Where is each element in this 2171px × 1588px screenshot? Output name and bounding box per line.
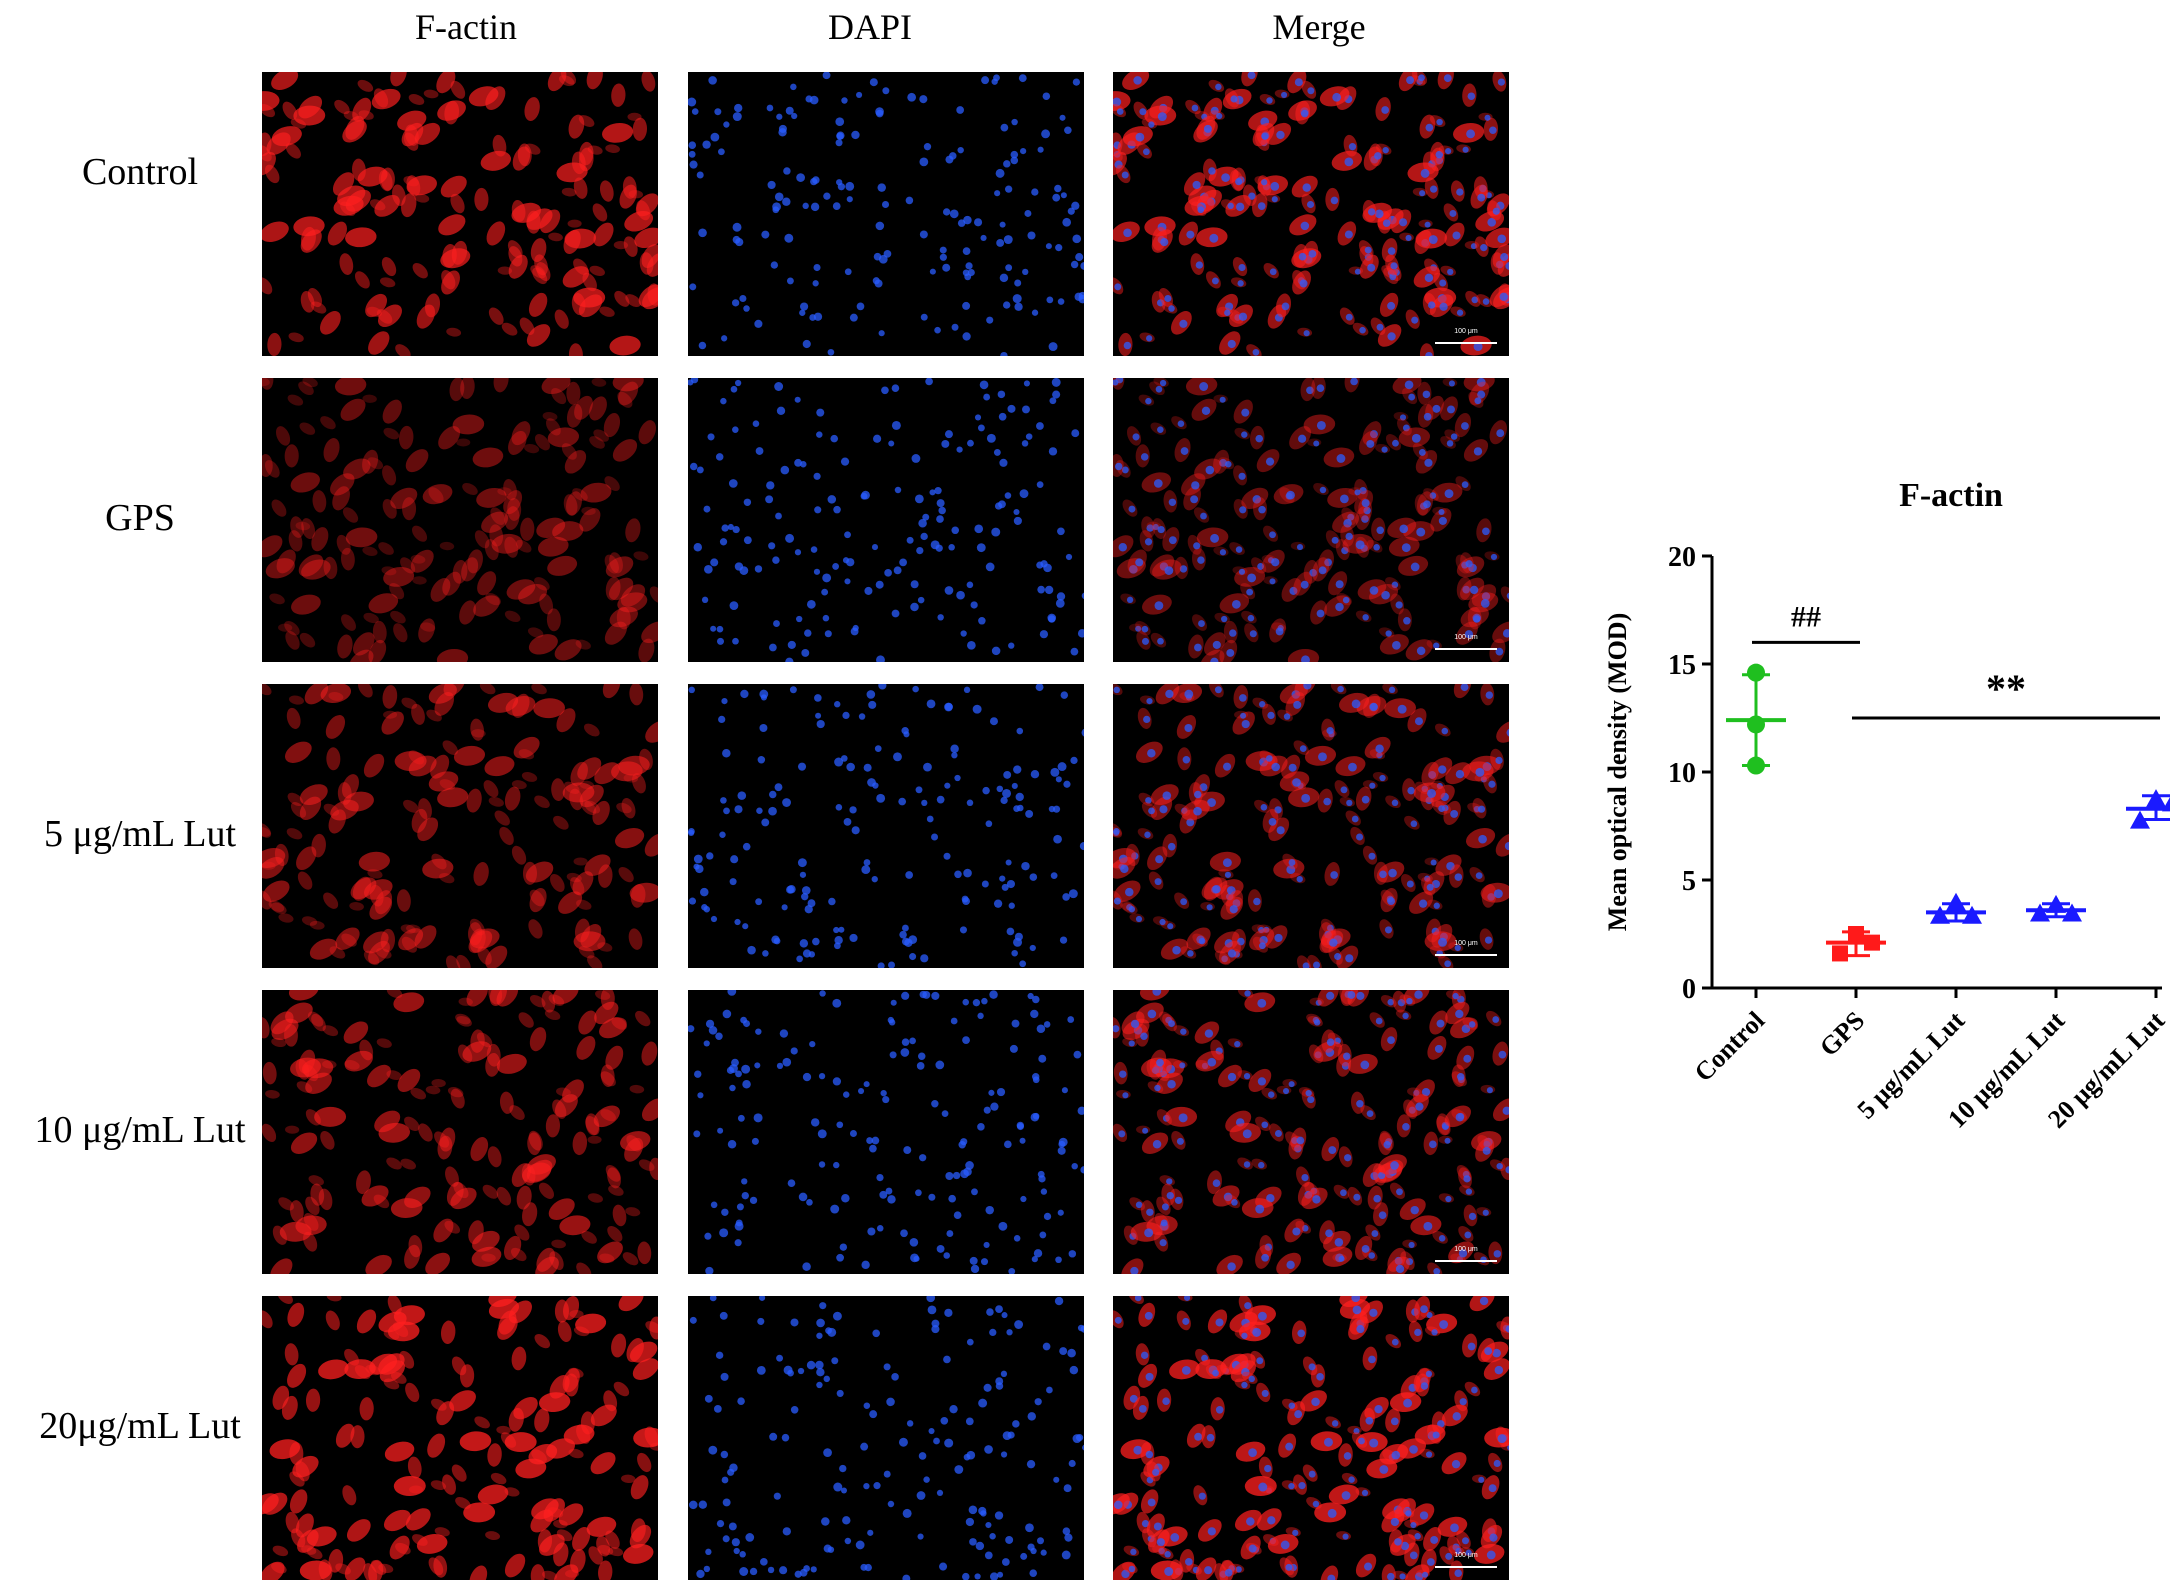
micrograph-merge-control: 100 μm (1113, 72, 1509, 356)
scale-bar-label: 100 μm (1454, 634, 1478, 641)
data-point (1946, 892, 1966, 911)
micrograph-factin-5-lut (262, 684, 658, 968)
y-tick-label: 15 (1668, 650, 1696, 681)
data-point (1747, 756, 1765, 775)
data-point (1747, 663, 1765, 682)
data-point (1962, 905, 1982, 924)
y-tick-label: 20 (1668, 542, 1696, 573)
micrograph-merge-10-lut: 100 μm (1113, 990, 1509, 1274)
scale-bar-label: 100 μm (1454, 1246, 1478, 1253)
row-label-10-lut: 10 μg/mL Lut (34, 1109, 246, 1151)
data-point (1848, 926, 1864, 942)
x-tick-label: Control (1689, 1006, 1770, 1087)
x-tick-label: GPS (1814, 1006, 1870, 1062)
data-point (2046, 894, 2066, 913)
micrograph-factin-gps (262, 378, 658, 662)
scale-bar: 100 μm (1435, 1246, 1497, 1262)
data-point (2130, 810, 2150, 829)
micrograph-merge-5-lut: 100 μm (1113, 684, 1509, 968)
micrograph-factin-control (262, 72, 658, 356)
micrograph-dapi-10-lut (688, 990, 1084, 1274)
scale-bar: 100 μm (1435, 634, 1497, 650)
micrograph-merge-gps: 100 μm (1113, 378, 1509, 662)
significance-label: ** (1986, 666, 2026, 711)
scale-bar-label: 100 μm (1454, 1552, 1478, 1559)
chart-title: F-actin (1899, 477, 2003, 514)
y-tick-label: 10 (1668, 758, 1696, 789)
data-point (2062, 903, 2082, 922)
data-point (2146, 789, 2166, 808)
y-tick-label: 5 (1682, 866, 1696, 897)
data-point (1930, 905, 1950, 924)
factin-mod-chart: F-actin Mean optical density (MOD) 0 5 10 15 2… (1603, 477, 2170, 1134)
row-label-20-lut: 20μg/mL Lut (39, 1405, 241, 1447)
micrograph-factin-10-lut (262, 990, 658, 1274)
micrograph-dapi-control (688, 72, 1084, 356)
data-point (2030, 903, 2050, 922)
scale-bar-label: 100 μm (1454, 940, 1478, 947)
micrograph-merge-20-lut: 100 μm (1113, 1296, 1509, 1580)
scale-bar: 100 μm (1435, 328, 1497, 344)
micrograph-dapi-5-lut (688, 684, 1084, 968)
scale-bar: 100 μm (1435, 940, 1497, 956)
row-label-control: Control (81, 151, 199, 193)
micrograph-factin-20-lut (262, 1296, 658, 1580)
data-point (1832, 945, 1848, 962)
y-tick-label: 0 (1682, 974, 1696, 1005)
column-header-merge: Merge (1272, 7, 1366, 47)
scale-bar: 100 μm (1435, 1552, 1497, 1568)
micrograph-dapi-20-lut (688, 1296, 1084, 1580)
y-axis-label: Mean optical density (MOD) (1603, 613, 1632, 931)
data-point (1864, 934, 1880, 951)
significance-label: ## (1791, 600, 1821, 633)
column-header-dapi: DAPI (827, 7, 912, 47)
row-label-5-lut: 5 μg/mL Lut (43, 813, 237, 855)
micrograph-dapi-gps (688, 378, 1084, 662)
data-point (1747, 715, 1765, 734)
row-label-gps: GPS (105, 497, 175, 539)
scale-bar-label: 100 μm (1454, 328, 1478, 335)
column-header-factin: F-actin (415, 7, 517, 47)
